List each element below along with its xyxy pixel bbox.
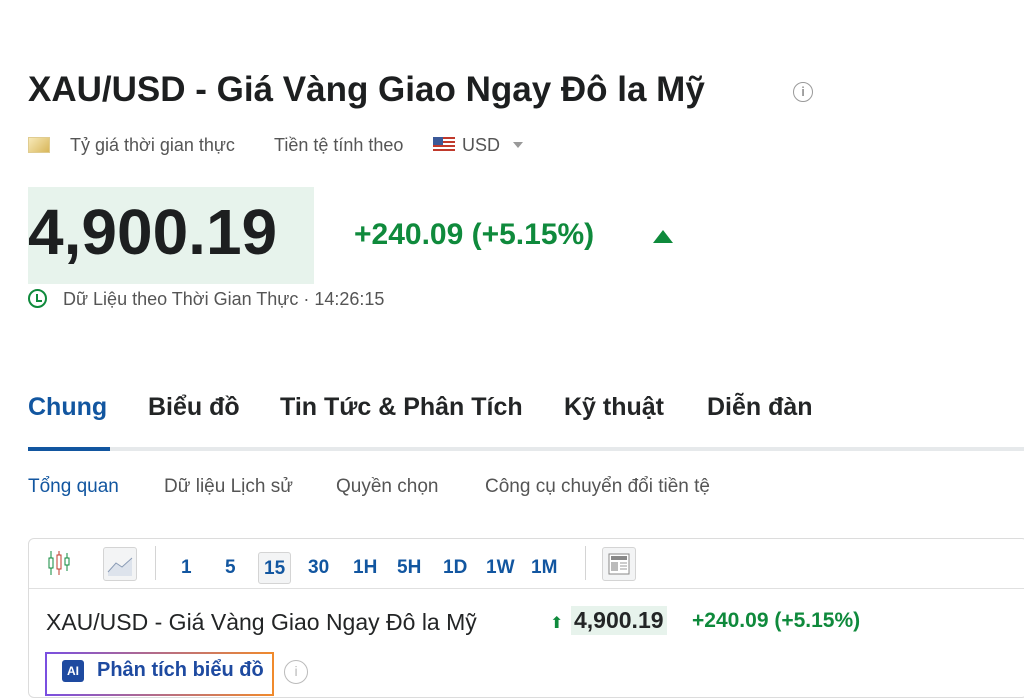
area-chart-icon[interactable] bbox=[103, 547, 137, 581]
tab-divider bbox=[28, 447, 1024, 451]
info-icon[interactable]: i bbox=[284, 660, 308, 684]
realtime-label: Tỷ giá thời gian thực bbox=[70, 135, 235, 155]
chart-change: +240.09 (+5.15%) bbox=[692, 609, 860, 633]
subtab-tong-quan[interactable]: Tổng quan bbox=[28, 476, 119, 497]
ai-icon: AI bbox=[62, 660, 84, 682]
timeframe-1h[interactable]: 1H bbox=[353, 557, 378, 578]
toolbar-divider bbox=[29, 588, 1024, 589]
last-price: 4,900.19 bbox=[28, 196, 278, 268]
tab-tin-tuc[interactable]: Tin Tức & Phân Tích bbox=[280, 393, 523, 421]
timeframe-1d[interactable]: 1D bbox=[443, 557, 468, 578]
timeframe-15[interactable]: 15 bbox=[258, 552, 292, 584]
subtab-du-lieu-lich-su[interactable]: Dữ liệu Lịch sử bbox=[164, 476, 293, 497]
arrow-up-icon: ⬆ bbox=[550, 615, 564, 632]
clock-icon bbox=[28, 289, 47, 308]
info-icon[interactable]: i bbox=[793, 82, 813, 102]
price-change: +240.09 (+5.15%) bbox=[354, 218, 595, 251]
toolbar-separator bbox=[585, 546, 586, 580]
subtab-cong-cu-chuyen-doi[interactable]: Công cụ chuyển đổi tiền tệ bbox=[485, 476, 710, 497]
tab-bieu-do[interactable]: Biểu đồ bbox=[148, 393, 240, 421]
candlestick-icon[interactable] bbox=[46, 549, 74, 577]
currency-label: Tiền tệ tính theo bbox=[274, 135, 404, 155]
currency-select[interactable]: USD bbox=[462, 135, 501, 155]
timeframe-30[interactable]: 30 bbox=[308, 557, 330, 578]
chart-change-value: +240.09 bbox=[692, 609, 769, 632]
tab-ky-thuat[interactable]: Kỹ thuật bbox=[564, 393, 664, 421]
page-title: XAU/USD - Giá Vàng Giao Ngay Đô la Mỹ bbox=[28, 70, 705, 109]
chart-price: 4,900.19 bbox=[571, 606, 667, 635]
timeframe-1m[interactable]: 1M bbox=[531, 557, 558, 578]
gold-icon bbox=[28, 137, 50, 153]
timeframe-5h[interactable]: 5H bbox=[397, 557, 422, 578]
price-highlight bbox=[28, 187, 314, 284]
toolbar-separator bbox=[155, 546, 156, 580]
us-flag-icon[interactable] bbox=[433, 137, 455, 153]
layout-icon[interactable] bbox=[602, 547, 636, 581]
chart-change-percent: (+5.15%) bbox=[774, 609, 861, 632]
timeframe-1w[interactable]: 1W bbox=[486, 557, 515, 578]
timeframe-1[interactable]: 1 bbox=[181, 557, 192, 578]
arrow-up-icon bbox=[653, 230, 673, 243]
timeframe-5[interactable]: 5 bbox=[225, 557, 236, 578]
ai-chart-analysis-label[interactable]: Phân tích biểu đồ bbox=[97, 659, 264, 681]
tab-dien-dan[interactable]: Diễn đàn bbox=[707, 393, 813, 421]
chart-title: XAU/USD - Giá Vàng Giao Ngay Đô la Mỹ bbox=[46, 609, 477, 635]
active-tab-indicator bbox=[28, 447, 110, 451]
realtime-timestamp: Dữ Liệu theo Thời Gian Thực · 14:26:15 bbox=[63, 289, 385, 309]
subtab-quyen-chon[interactable]: Quyền chọn bbox=[336, 476, 439, 497]
tab-chung[interactable]: Chung bbox=[28, 393, 108, 421]
chevron-down-icon[interactable] bbox=[513, 142, 523, 148]
